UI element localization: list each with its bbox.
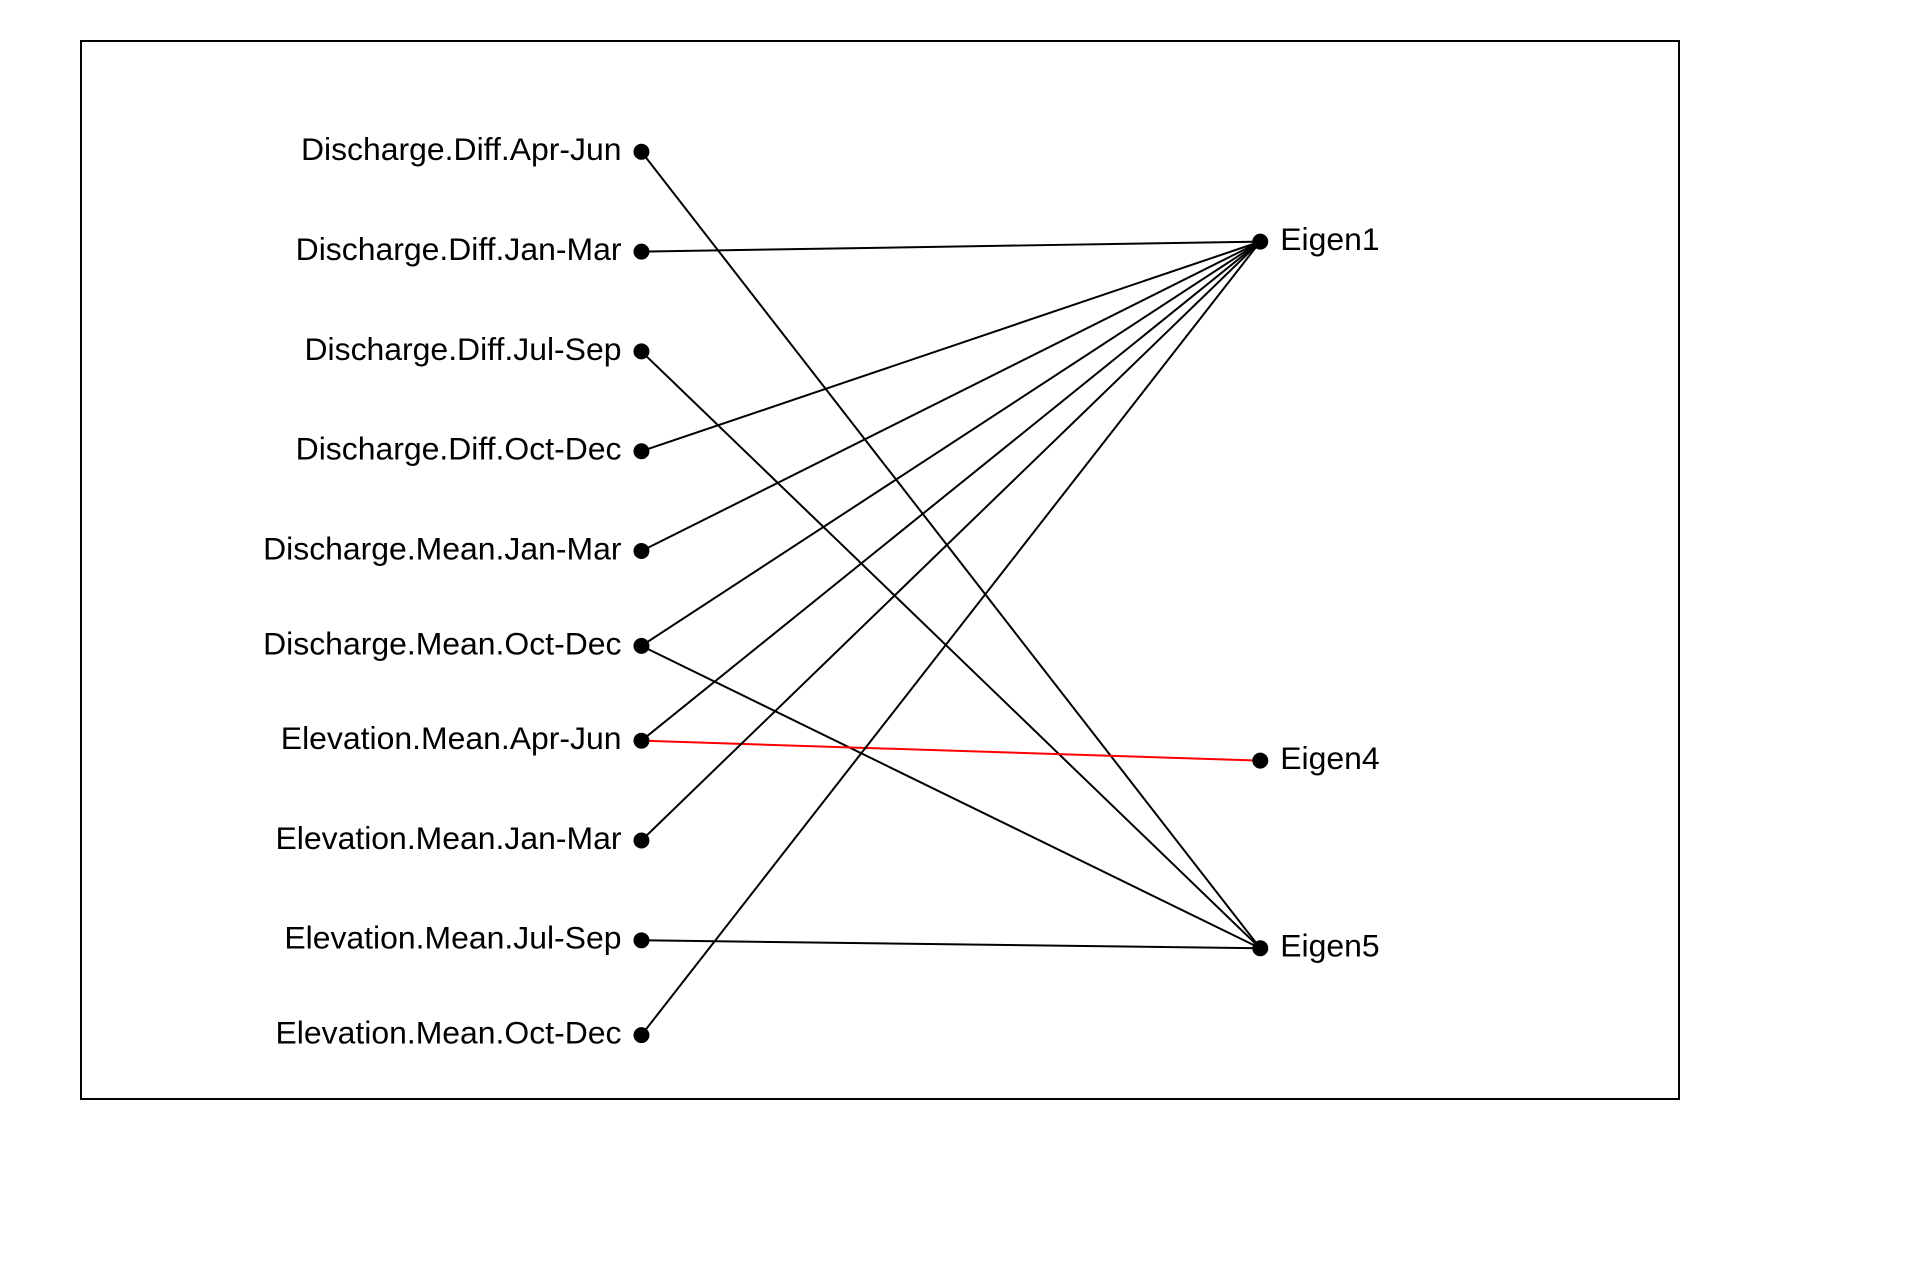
left-node xyxy=(633,244,649,260)
diagram-svg: Discharge.Diff.Apr-Jun Discharge.Diff.Jan… xyxy=(82,42,1678,1098)
left-node-label: Discharge.Mean.Oct-Dec xyxy=(263,625,621,661)
edge xyxy=(641,152,1260,948)
edge xyxy=(641,242,1260,741)
left-node xyxy=(633,638,649,654)
left-node-label: Discharge.Mean.Jan-Mar xyxy=(263,530,622,566)
edge xyxy=(641,242,1260,252)
left-node xyxy=(633,833,649,849)
left-node-label: Discharge.Diff.Jan-Mar xyxy=(296,231,622,267)
edge xyxy=(641,242,1260,551)
left-node xyxy=(633,443,649,459)
left-node-label: Discharge.Diff.Jul-Sep xyxy=(304,331,621,367)
left-node xyxy=(633,932,649,948)
left-node-label: Discharge.Diff.Oct-Dec xyxy=(296,431,622,467)
edge xyxy=(641,940,1260,948)
left-node-label: Elevation.Mean.Jul-Sep xyxy=(284,920,621,956)
left-node-label: Elevation.Mean.Apr-Jun xyxy=(281,720,622,756)
left-node-label: Elevation.Mean.Jan-Mar xyxy=(276,820,622,856)
right-node-label: Eigen4 xyxy=(1280,740,1379,776)
edge xyxy=(641,242,1260,1035)
edge xyxy=(641,242,1260,646)
left-node-label: Elevation.Mean.Oct-Dec xyxy=(276,1015,622,1051)
edge xyxy=(641,351,1260,948)
right-node xyxy=(1252,234,1268,250)
left-node xyxy=(633,1027,649,1043)
bipartite-diagram: Discharge.Diff.Apr-Jun Discharge.Diff.Jan… xyxy=(80,40,1680,1100)
left-node-label: Discharge.Diff.Apr-Jun xyxy=(301,131,622,167)
edge xyxy=(641,646,1260,948)
right-node xyxy=(1252,940,1268,956)
left-node xyxy=(633,144,649,160)
right-node xyxy=(1252,753,1268,769)
edge xyxy=(641,242,1260,452)
left-node xyxy=(633,733,649,749)
right-node-label: Eigen5 xyxy=(1280,928,1379,964)
right-node-label: Eigen1 xyxy=(1280,221,1379,257)
left-node xyxy=(633,343,649,359)
left-node xyxy=(633,543,649,559)
